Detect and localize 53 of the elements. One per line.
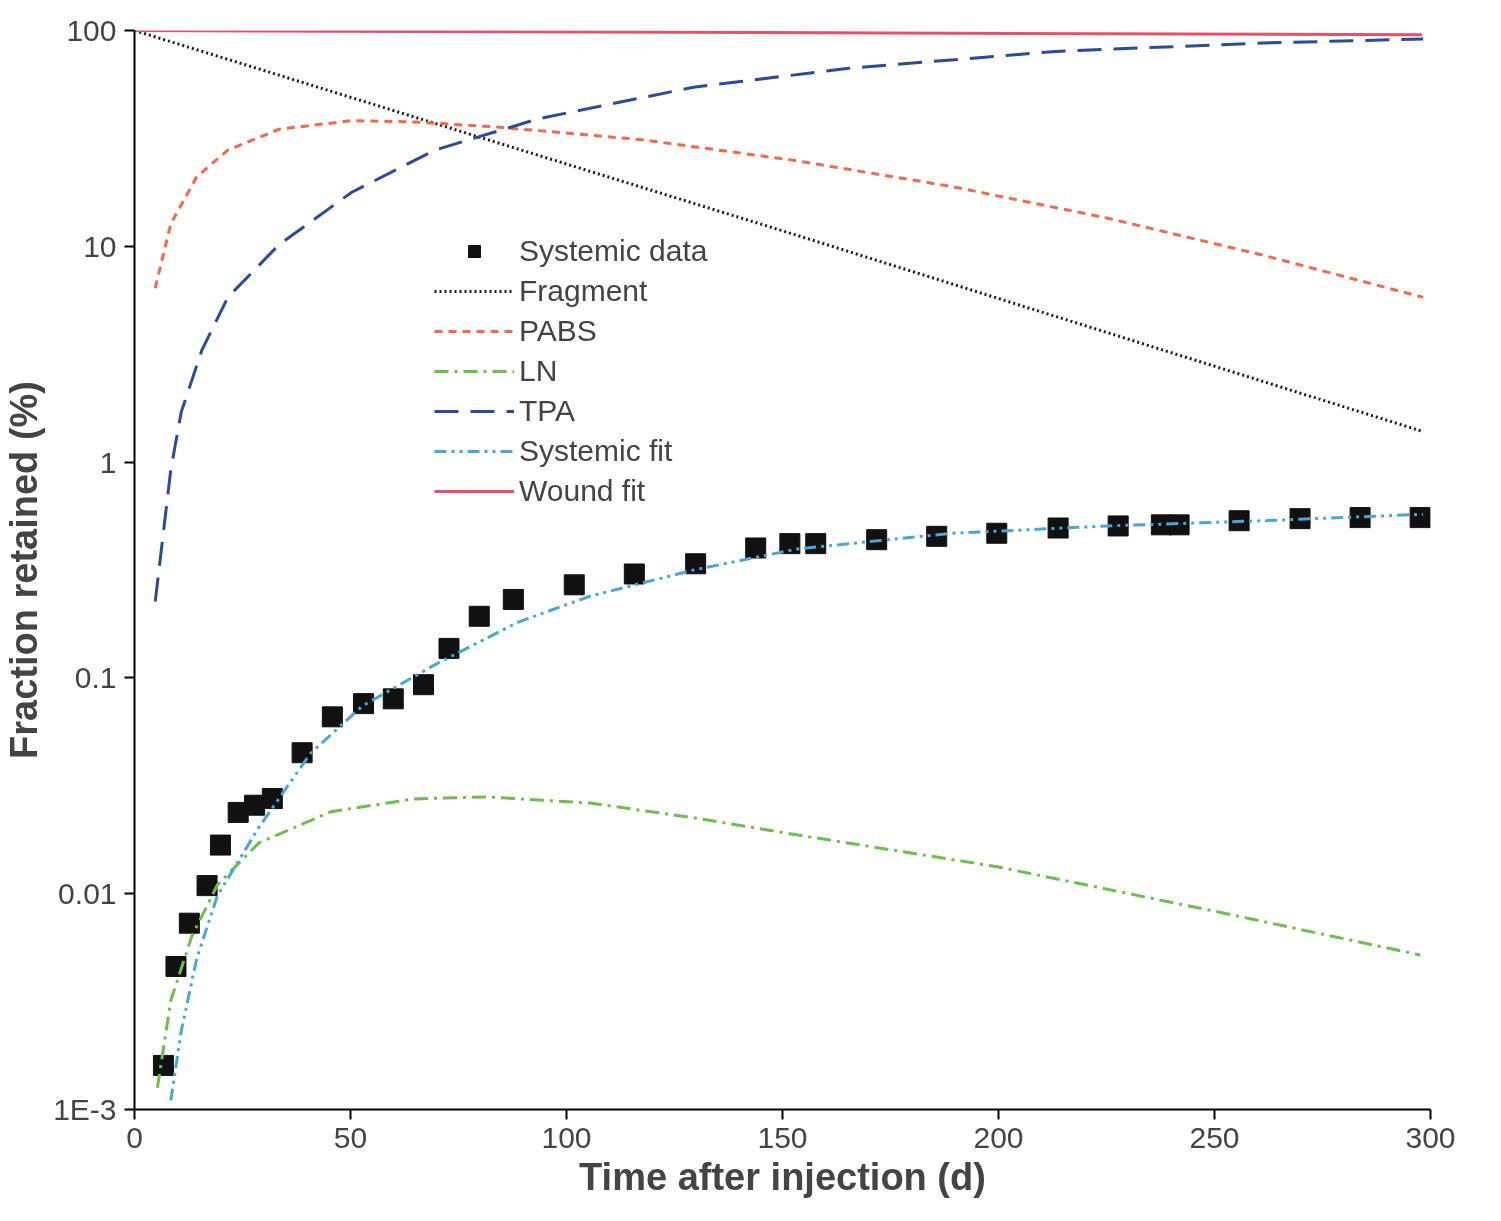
point [413,674,435,696]
x-tick-label: 250 [1189,1120,1240,1154]
point [502,588,524,610]
point [261,788,283,810]
x-tick-label: 200 [973,1120,1024,1154]
y-tick-label: 1E-3 [53,1093,117,1126]
legend-label: LN [519,353,558,389]
point [779,533,801,555]
legend-label: Fragment [519,273,648,309]
line-series [153,37,1425,603]
y-tick-label: 10 [83,229,117,263]
point [382,688,404,710]
legend-label: Systemic data [519,233,708,269]
legend-label: PABS [519,313,597,349]
point [152,1054,174,1076]
point [745,537,767,559]
x-axis-title: Time after injection (d) [579,1155,986,1198]
point [1228,510,1250,532]
legend-label: TPA [519,393,576,429]
x-tick-label: 100 [541,1120,592,1154]
point [1107,515,1129,537]
x-tick-label: 50 [333,1120,368,1154]
x-tick-label: 150 [757,1120,808,1154]
point [1409,507,1431,529]
point [563,574,585,596]
point [468,605,490,627]
y-tick-label: 0.1 [74,661,117,695]
line-series [155,795,1422,1090]
y-axis-title: Fraction retained (%) [3,381,46,759]
point [866,529,888,551]
x-tick-label: 0 [126,1120,143,1154]
y-tick-label: 0.01 [58,877,117,911]
y-tick-label: 1 [99,445,117,479]
point [352,693,374,715]
point [291,742,313,764]
legend-label: Systemic fit [519,433,673,469]
x-tick-label: 300 [1405,1120,1456,1154]
y-tick-label: 100 [66,14,117,47]
point [321,706,343,728]
point [1168,514,1190,536]
point [196,875,218,897]
point [209,834,231,856]
point [685,553,707,575]
point [1047,517,1069,539]
point [1349,507,1371,529]
point [178,912,200,934]
legend-label: Wound fit [519,473,646,509]
point [244,794,266,816]
point [623,563,645,585]
point [805,533,827,555]
point [438,637,460,659]
point [986,522,1008,544]
point [165,955,187,977]
